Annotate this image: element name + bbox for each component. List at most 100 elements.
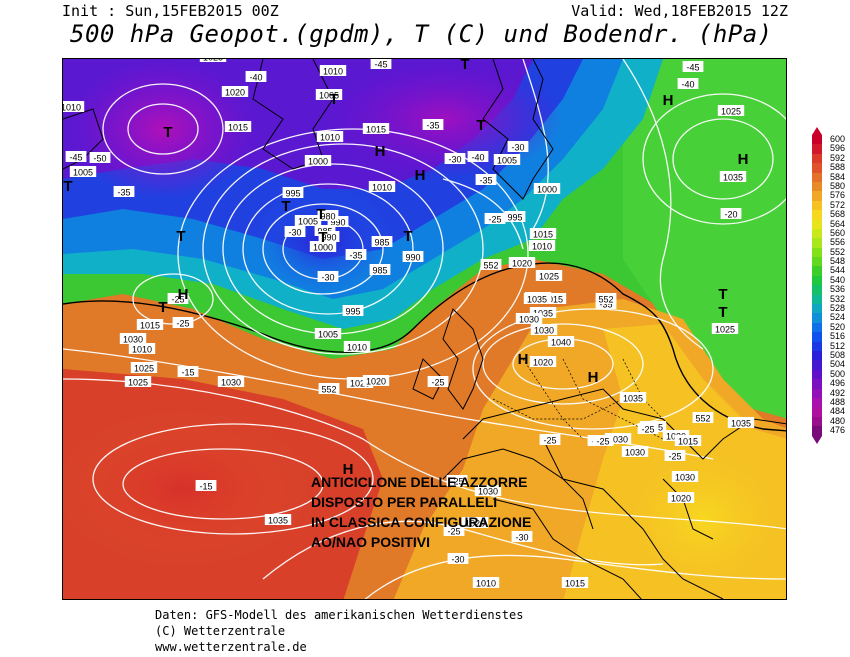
pressure-label-bg bbox=[318, 231, 340, 242]
pressure-label: 1005 bbox=[319, 91, 339, 101]
color-legend: 600 596 592 588 584 580 576 572 568 564 560 556 552 5… bbox=[812, 127, 850, 444]
legend-swatch bbox=[812, 294, 822, 305]
pressure-label: 1010 bbox=[532, 242, 552, 252]
legend-label: 496 bbox=[830, 378, 846, 389]
legend-label: 552 bbox=[830, 246, 846, 257]
init-time: Init : Sun,15FEB2015 00Z bbox=[62, 2, 279, 20]
temperature-label-bg bbox=[467, 151, 489, 162]
legend-row: 508 bbox=[812, 350, 850, 361]
high-pressure-marker: H bbox=[375, 143, 386, 160]
temperature-label: -15 bbox=[199, 482, 212, 492]
legend-swatch bbox=[812, 275, 822, 286]
pressure-label-bg bbox=[362, 375, 390, 386]
legend-row: 552 bbox=[812, 246, 850, 258]
legend-label: 536 bbox=[830, 284, 846, 295]
legend-label: 492 bbox=[830, 387, 846, 398]
temperature-label-bg bbox=[284, 226, 306, 237]
pressure-label: 1035 bbox=[533, 309, 553, 319]
temperature-label-bg bbox=[89, 152, 111, 163]
pressure-label-bg bbox=[671, 471, 699, 482]
legend-row: 580 bbox=[812, 180, 850, 192]
pressure-label: 1020 bbox=[512, 259, 532, 269]
legend-swatch bbox=[812, 304, 822, 314]
pressure-label-bg bbox=[523, 293, 551, 304]
temperature-label-bg bbox=[664, 450, 686, 461]
high-pressure-marker: H bbox=[415, 167, 426, 184]
high-pressure-marker: H bbox=[518, 351, 529, 368]
pressure-label-bg bbox=[314, 225, 336, 236]
pressure-label: 1025 bbox=[715, 325, 735, 335]
legend-label: 512 bbox=[830, 340, 846, 351]
pressure-label: 1015 bbox=[533, 230, 553, 240]
legend-label: 584 bbox=[830, 171, 846, 182]
temperature-label-bg bbox=[167, 293, 189, 304]
pressure-label: 990 bbox=[330, 218, 345, 228]
temperature-label-bg bbox=[422, 119, 444, 130]
pressure-label: 1030 bbox=[221, 378, 241, 388]
legend-swatch bbox=[812, 322, 822, 333]
legend-swatch bbox=[812, 285, 822, 295]
temperature-label-bg bbox=[195, 480, 217, 491]
legend-swatch bbox=[812, 350, 822, 361]
pressure-label-bg bbox=[727, 417, 755, 428]
pressure-label-bg bbox=[314, 328, 342, 339]
temperature-label-bg bbox=[539, 434, 561, 445]
legend-swatch bbox=[812, 219, 822, 229]
temperature-label: -45 bbox=[686, 63, 699, 73]
pressure-label-bg bbox=[130, 362, 158, 373]
geopotential-label: 552 bbox=[695, 414, 710, 424]
legend-row: 588 bbox=[812, 162, 850, 173]
legend-row: 484 bbox=[812, 406, 850, 417]
pressure-label: 995 bbox=[345, 307, 360, 317]
low-pressure-marker: T bbox=[158, 299, 167, 316]
legend-row: 596 bbox=[812, 143, 850, 154]
pressure-label-bg bbox=[369, 264, 391, 275]
pressure-label-bg bbox=[317, 210, 339, 221]
low-pressure-marker: T bbox=[176, 228, 185, 245]
pressure-label: 1020 bbox=[671, 494, 691, 504]
pressure-label-bg bbox=[533, 183, 561, 194]
legend-row: 524 bbox=[812, 312, 850, 323]
legend-label: 532 bbox=[830, 293, 846, 304]
pressure-label: 995 bbox=[285, 189, 300, 199]
temperature-label: -35 bbox=[426, 121, 439, 131]
pressure-label-bg bbox=[199, 59, 227, 62]
footer-data-source: Daten: GFS-Modell des amerikanischen Wet… bbox=[155, 608, 524, 622]
pressure-label-bg bbox=[128, 343, 156, 354]
temperature-label-bg bbox=[447, 553, 469, 564]
legend-label: 488 bbox=[830, 396, 846, 407]
pressure-label: 1020 bbox=[350, 379, 370, 389]
temperature-label: -15 bbox=[181, 368, 194, 378]
low-pressure-marker: T bbox=[63, 178, 72, 195]
temperature-label: -25 bbox=[488, 215, 501, 225]
legend-swatch bbox=[812, 163, 822, 173]
pressure-label: 1030 bbox=[519, 315, 539, 325]
pressure-label: 1005 bbox=[73, 168, 93, 178]
temperature-label: -30 bbox=[321, 273, 334, 283]
temperature-label: -50 bbox=[93, 154, 106, 164]
legend-swatch bbox=[812, 341, 822, 351]
legend-label: 504 bbox=[830, 359, 846, 370]
temperature-label: -45 bbox=[374, 60, 387, 70]
legend-row: 496 bbox=[812, 378, 850, 389]
geopotential-label: 552 bbox=[483, 261, 498, 271]
legend-row: 540 bbox=[812, 275, 850, 286]
low-pressure-marker: T bbox=[403, 228, 412, 245]
temperature-label-bg bbox=[345, 249, 367, 260]
pressure-label: 1040 bbox=[551, 338, 571, 348]
pressure-label: 1010 bbox=[323, 67, 343, 77]
pressure-label-bg bbox=[309, 241, 337, 252]
pressure-label: 1035 bbox=[527, 295, 547, 305]
geopotential-label: 552 bbox=[598, 295, 613, 305]
legend-label: 576 bbox=[830, 190, 846, 201]
footer-url[interactable]: www.wetterzentrale.de bbox=[155, 640, 307, 654]
legend-label: 580 bbox=[830, 180, 846, 191]
legend-label: 500 bbox=[830, 368, 846, 379]
legend-row: 516 bbox=[812, 331, 850, 342]
temperature-label: -25 bbox=[431, 378, 444, 388]
pressure-label: 1005 bbox=[318, 330, 338, 340]
pressure-label: 1020 bbox=[225, 88, 245, 98]
temperature-label: -25 bbox=[176, 319, 189, 329]
legend-swatch bbox=[812, 153, 822, 164]
